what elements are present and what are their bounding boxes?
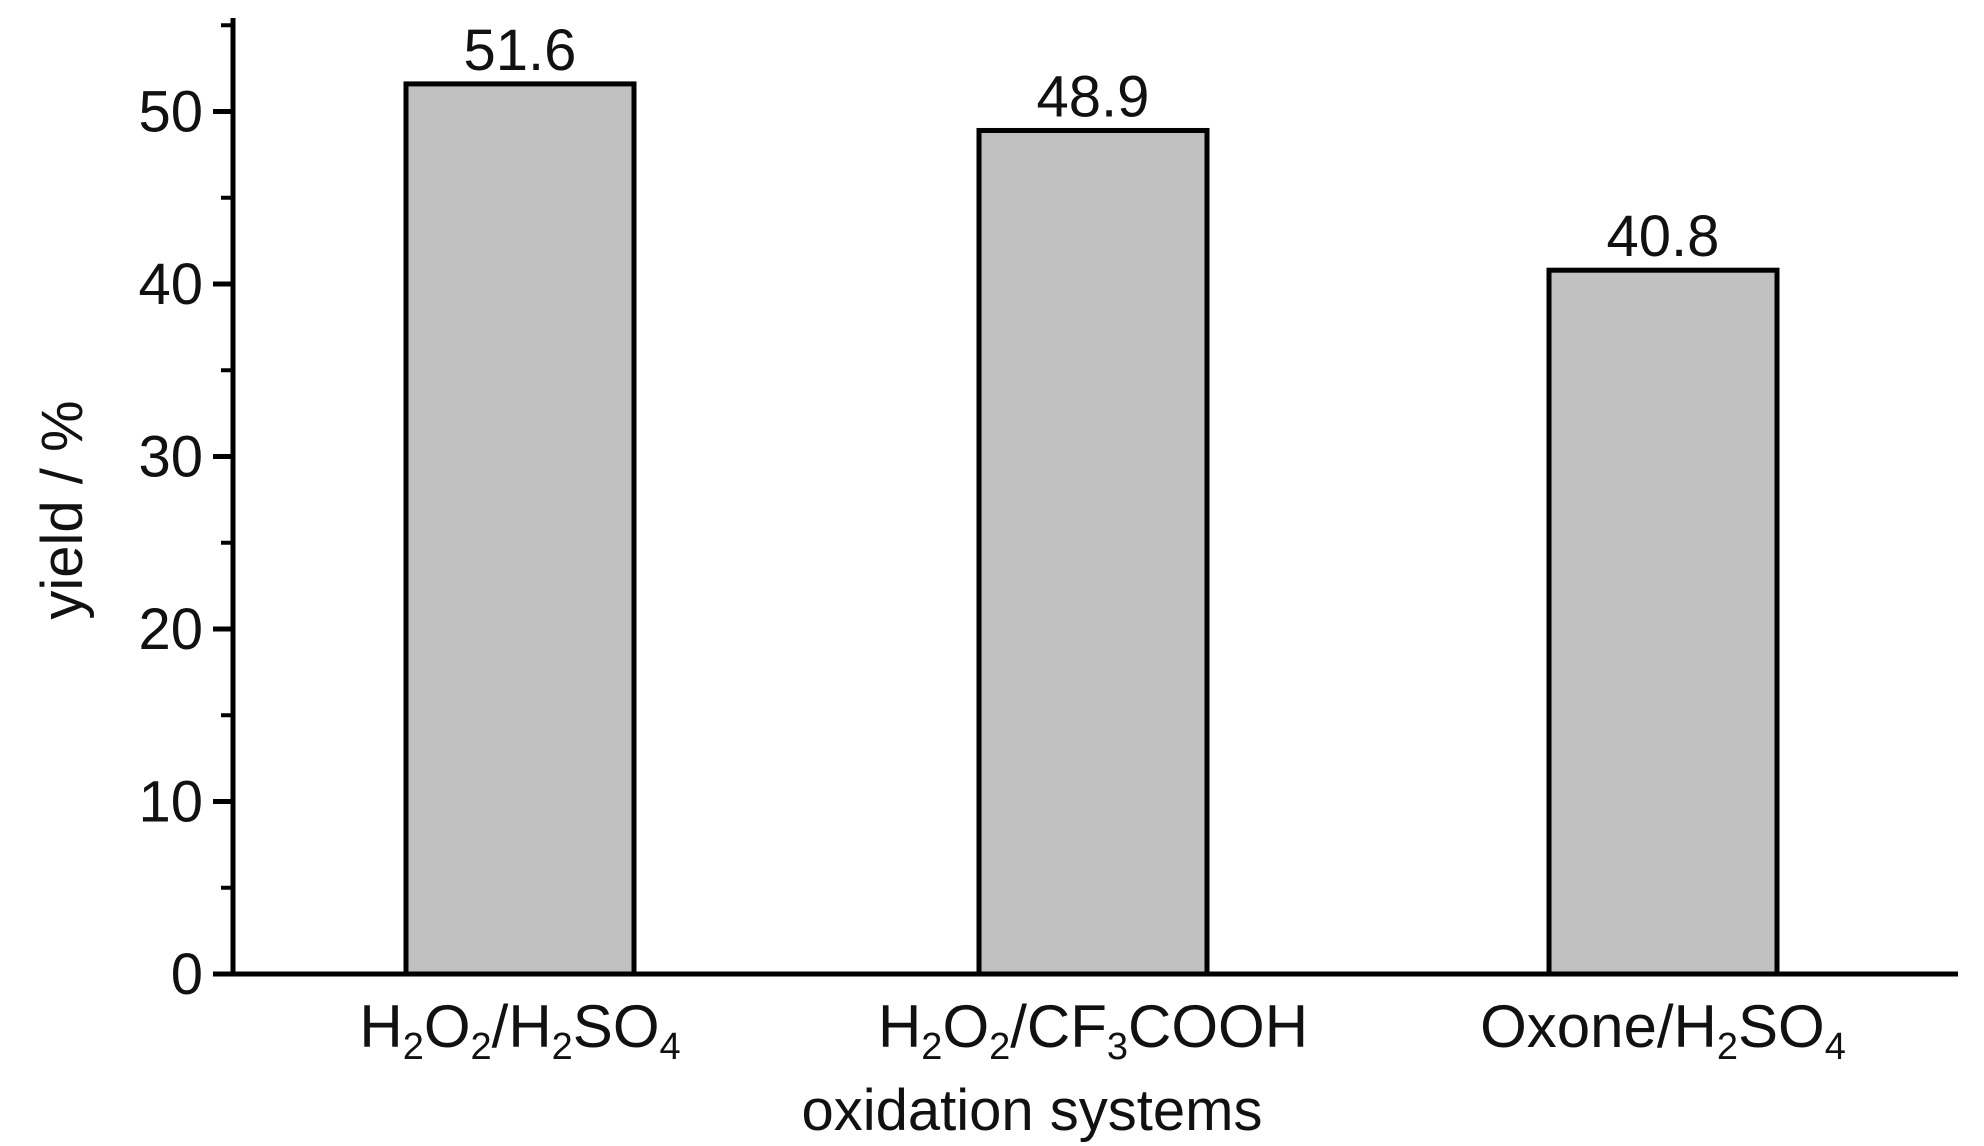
x-tick-label-1: H2O2/CF3COOH: [878, 993, 1308, 1068]
y-tick-label-4: 40: [138, 252, 203, 317]
y-tick-label-5: 50: [138, 80, 203, 145]
labels-group: 51.6 48.9 40.8 0 10 20 30 40 50 H2O2/H2SO4 H2O2/CF…: [138, 18, 1845, 1068]
bars-group: [403, 81, 1780, 977]
bar-1: [976, 127, 1210, 977]
bar-2: [1546, 267, 1780, 977]
y-tick-label-0: 0: [171, 942, 203, 1007]
value-label-0: 51.6: [464, 18, 577, 83]
y-tick-label-2: 20: [138, 597, 203, 662]
y-tick-label-1: 10: [138, 770, 203, 835]
x-tick-label-0: H2O2/H2SO4: [359, 993, 680, 1068]
value-label-2: 40.8: [1607, 204, 1720, 269]
x-axis-title: oxidation systems: [802, 1078, 1263, 1143]
x-tick-label-2: Oxone/H2SO4: [1480, 993, 1846, 1068]
value-label-1: 48.9: [1037, 64, 1150, 129]
y-axis-title: yield / %: [30, 400, 95, 619]
y-tick-label-3: 30: [138, 425, 203, 490]
axes-group: [213, 18, 1958, 977]
bar-0: [403, 81, 637, 977]
